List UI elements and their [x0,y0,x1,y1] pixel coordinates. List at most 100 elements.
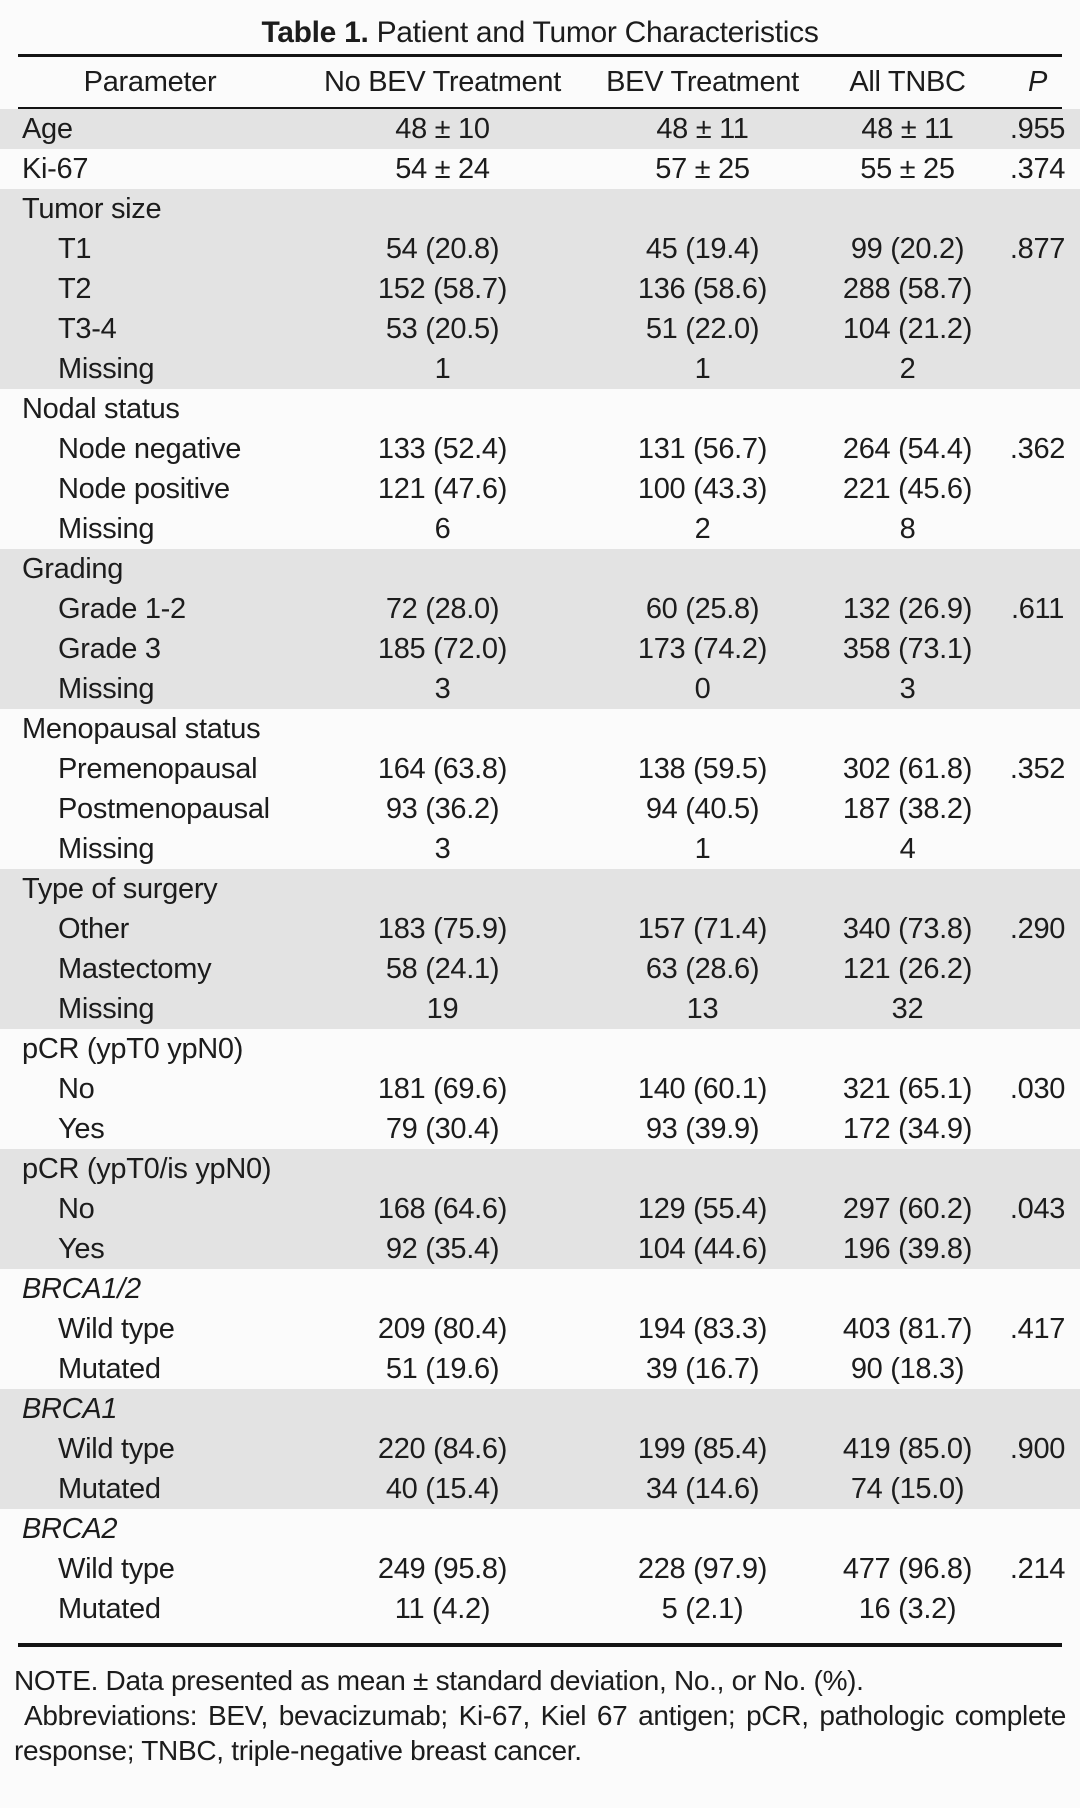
table-row: Grade 3 185 (72.0) 173 (74.2) 358 (73.1) [0,629,1080,669]
value-cell: 132 (26.9) [842,592,973,625]
value-cell: 58 (24.1) [385,952,500,985]
value-cell: 90 (18.3) [850,1352,965,1385]
bottom-rule [18,1643,1062,1647]
value-cell: 39 (16.7) [645,1352,760,1385]
value-cell: 63 (28.6) [645,952,760,985]
row-label: pCR (ypT0 ypN0) [22,1032,244,1065]
value-cell: 403 (81.7) [842,1312,973,1345]
value-cell: 99 (20.2) [850,232,965,265]
value-cell: 54 (20.8) [385,232,500,265]
value-cell: 45 (19.4) [645,232,760,265]
value-cell: 3 [434,672,451,705]
p-value-cell: .043 [1009,1192,1066,1225]
p-value-cell: .417 [1009,1312,1066,1345]
row-label: BRCA2 [22,1512,118,1545]
value-cell: 51 (19.6) [385,1352,500,1385]
row-label: Missing [58,832,155,865]
table-row: Node negative 133 (52.4) 131 (56.7) 264 (54… [0,429,1080,469]
value-cell: 79 (30.4) [385,1112,500,1145]
value-cell: 185 (72.0) [377,632,508,665]
table-row: pCR (ypT0 ypN0) [0,1029,1080,1069]
value-cell: 57 ± 25 [655,152,750,185]
row-label: Yes [58,1232,105,1265]
value-cell: 54 ± 24 [395,152,490,185]
value-cell: 138 (59.5) [637,752,768,785]
value-cell: 183 (75.9) [377,912,508,945]
value-cell: 209 (80.4) [377,1312,508,1345]
value-cell: 419 (85.0) [842,1432,973,1465]
column-header-parameter: Parameter [83,65,217,98]
row-label: T1 [58,232,92,265]
row-label: pCR (ypT0/is ypN0) [22,1152,272,1185]
table-row: T2 152 (58.7) 136 (58.6) 288 (58.7) [0,269,1080,309]
value-cell: 157 (71.4) [637,912,768,945]
p-value-cell: .900 [1009,1432,1066,1465]
value-cell: 131 (56.7) [637,432,768,465]
p-value-cell: .611 [1010,592,1065,625]
table-footnote: NOTE. Data presented as mean ± standard … [14,1663,1066,1768]
row-label: Wild type [58,1312,175,1345]
table-row: T3-4 53 (20.5) 51 (22.0) 104 (21.2) [0,309,1080,349]
table-row: No 181 (69.6) 140 (60.1) 321 (65.1) .030 [0,1069,1080,1109]
table-row: Node positive 121 (47.6) 100 (43.3) 221 (45… [0,469,1080,509]
value-cell: 16 (3.2) [858,1592,957,1625]
value-cell: 1 [694,352,711,385]
value-cell: 34 (14.6) [645,1472,760,1505]
row-label: Ki-67 [22,152,89,185]
value-cell: 152 (58.7) [377,272,508,305]
table-row: Yes 92 (35.4) 104 (44.6) 196 (39.8) [0,1229,1080,1269]
value-cell: 55 ± 25 [860,152,955,185]
value-cell: 288 (58.7) [842,272,973,305]
row-label: Postmenopausal [58,792,270,825]
value-cell: 6 [434,512,451,545]
value-cell: 48 ± 11 [861,112,954,145]
value-cell: 72 (28.0) [385,592,500,625]
value-cell: 51 (22.0) [645,312,760,345]
table-row: BRCA1 [0,1389,1080,1429]
table-row: Mastectomy 58 (24.1) 63 (28.6) 121 (26.2) [0,949,1080,989]
value-cell: 0 [694,672,711,705]
value-cell: 8 [899,512,916,545]
column-header-all-tnbc: All TNBC [849,65,966,98]
value-cell: 93 (39.9) [645,1112,760,1145]
table-title: Table 1. Patient and Tumor Characteristi… [0,0,1080,54]
value-cell: 3 [899,672,916,705]
value-cell: 199 (85.4) [637,1432,768,1465]
table-row: Missing 3 1 4 [0,829,1080,869]
top-rule [18,54,1062,57]
value-cell: 92 (35.4) [385,1232,500,1265]
value-cell: 173 (74.2) [637,632,768,665]
value-cell: 11 (4.2) [394,1592,491,1625]
table-row: Menopausal status [0,709,1080,749]
row-label: Other [58,912,130,945]
value-cell: 187 (38.2) [842,792,973,825]
table-row: Yes 79 (30.4) 93 (39.9) 172 (34.9) [0,1109,1080,1149]
table-row: Grade 1-2 72 (28.0) 60 (25.8) 132 (26.9) .61… [0,589,1080,629]
table-title-text: Patient and Tumor Characteristics [376,16,819,49]
value-cell: 181 (69.6) [377,1072,508,1105]
table-body: Age 48 ± 10 48 ± 11 48 ± 11 .955 Ki-67 54 ± 24… [0,109,1080,1629]
abbreviations-text: Abbreviations: BEV, bevacizumab; Ki-67, … [14,1700,1066,1766]
table-row: Missing 19 13 32 [0,989,1080,1029]
p-value-cell: .290 [1009,912,1066,945]
value-cell: 221 (45.6) [842,472,973,505]
row-label: Missing [58,352,155,385]
table-header-row: Parameter No BEV Treatment BEV Treatment… [0,57,1080,107]
p-value-cell: .362 [1009,432,1066,465]
value-cell: 172 (34.9) [842,1112,973,1145]
column-header-p: P [1027,65,1048,98]
value-cell: 129 (55.4) [637,1192,768,1225]
table-row: Missing 1 1 2 [0,349,1080,389]
table-row: Tumor size [0,189,1080,229]
row-label: Nodal status [22,392,180,425]
table-row: Missing 6 2 8 [0,509,1080,549]
table-row: Mutated 40 (15.4) 34 (14.6) 74 (15.0) [0,1469,1080,1509]
value-cell: 93 (36.2) [385,792,500,825]
table-row: BRCA2 [0,1509,1080,1549]
value-cell: 302 (61.8) [842,752,973,785]
value-cell: 140 (60.1) [637,1072,768,1105]
value-cell: 121 (26.2) [842,952,973,985]
table-row: Nodal status [0,389,1080,429]
value-cell: 2 [899,352,916,385]
value-cell: 104 (44.6) [637,1232,768,1265]
